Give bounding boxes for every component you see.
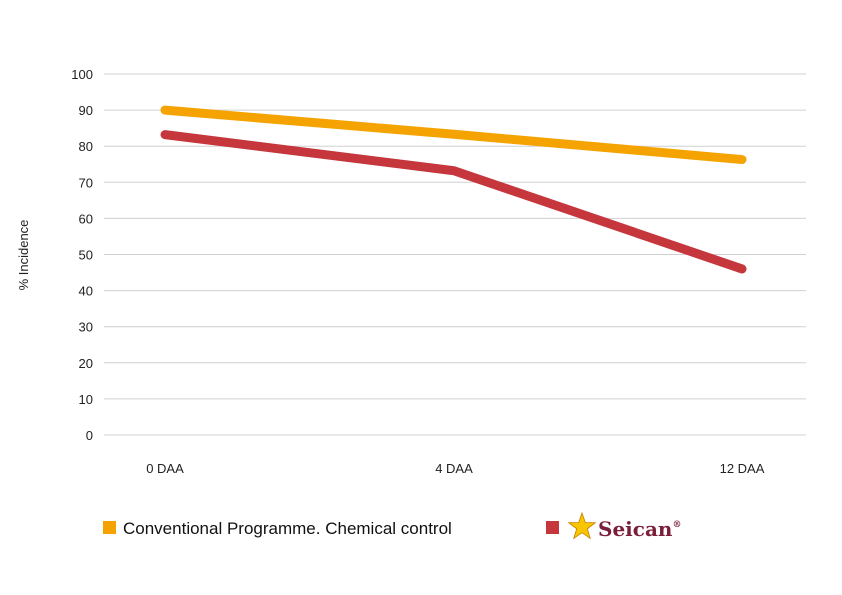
y-tick-label: 0 bbox=[86, 428, 93, 443]
x-tick-label: 12 DAA bbox=[720, 461, 765, 476]
y-tick-label: 30 bbox=[79, 320, 93, 335]
series-lines bbox=[160, 105, 747, 274]
legend-swatch-conventional bbox=[103, 521, 116, 534]
y-tick-label: 60 bbox=[79, 211, 93, 226]
y-tick-label: 20 bbox=[79, 356, 93, 371]
series-line-0 bbox=[160, 105, 747, 165]
y-tick-label: 50 bbox=[79, 248, 93, 263]
y-tick-label: 80 bbox=[79, 139, 93, 154]
y-tick-label: 40 bbox=[79, 284, 93, 299]
star-logo-icon bbox=[567, 511, 597, 540]
x-tick-label: 0 DAA bbox=[146, 461, 184, 476]
legend-label-conventional: Conventional Programme. Chemical control bbox=[123, 519, 452, 538]
seican-logo: Seican® bbox=[567, 511, 681, 541]
y-tick-label: 10 bbox=[79, 392, 93, 407]
y-tick-label: 100 bbox=[71, 67, 93, 82]
x-tick-label: 4 DAA bbox=[435, 461, 473, 476]
x-tick-labels: 0 DAA 4 DAA 12 DAA bbox=[146, 461, 765, 476]
legend-swatch-seican bbox=[546, 521, 559, 534]
seican-brand-name: Seican® bbox=[598, 517, 681, 541]
legend: Conventional Programme. Chemical control… bbox=[103, 511, 681, 541]
y-tick-labels: 0 10 20 30 40 50 60 70 80 90 100 bbox=[71, 67, 93, 443]
y-tick-label: 70 bbox=[79, 175, 93, 190]
y-tick-label: 90 bbox=[79, 103, 93, 118]
y-axis-label: % Incidence bbox=[16, 220, 31, 291]
series-line-1 bbox=[160, 130, 747, 274]
grid-lines bbox=[104, 73, 806, 436]
